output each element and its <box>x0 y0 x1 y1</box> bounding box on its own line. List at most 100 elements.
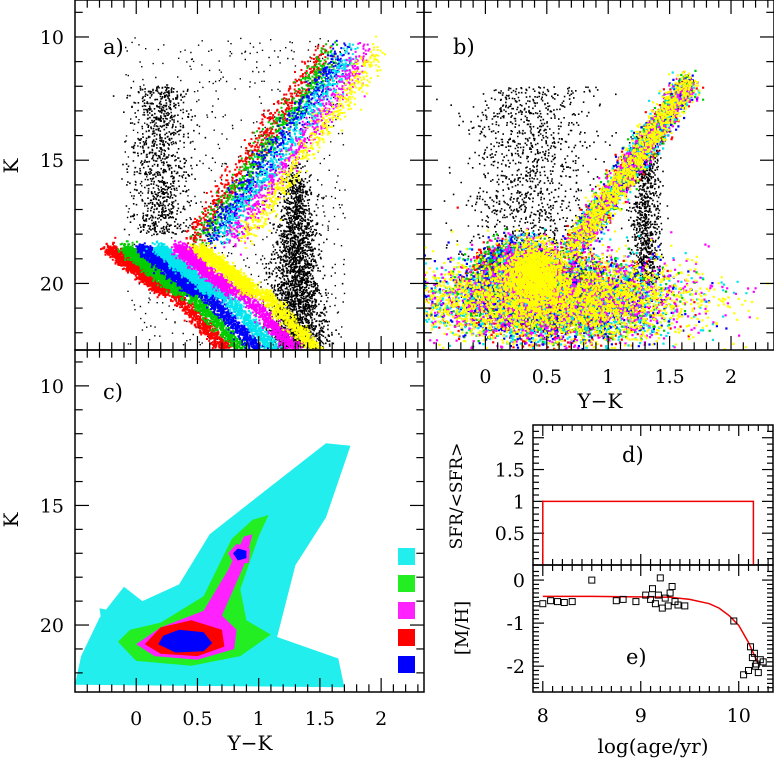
panel-e-ticks <box>533 565 773 692</box>
panel-e-xlabel: log(age/yr) <box>597 734 708 758</box>
x-tick-label: 0 <box>479 366 491 388</box>
panel-b: b) 0 0.5 1 1.5 2 Y−K <box>423 0 774 413</box>
panel-c-heatmap <box>75 443 351 688</box>
panel-c-frame <box>74 349 425 693</box>
density-clump-inner <box>233 548 247 561</box>
panel-e: e) [M/H] 0 -1 -2 8 9 10 log(age/yr) <box>452 564 774 758</box>
panel-c: c) K 10 15 20 0 0.5 1 1.5 2 Y−K <box>0 349 425 755</box>
panel-e-points <box>539 574 767 679</box>
metallicity-point <box>664 602 672 610</box>
sfr-line <box>542 500 755 565</box>
panel-e-ylabel: [M/H] <box>452 601 473 655</box>
metallicity-point <box>745 667 752 674</box>
x-tick-label: 2 <box>725 366 737 388</box>
metallicity-point <box>750 649 758 657</box>
y-tick-label: 2 <box>513 428 525 450</box>
metallicity-point <box>588 576 596 584</box>
x-tick-label: 0.5 <box>532 366 562 388</box>
legend-swatch <box>398 629 415 646</box>
panel-e-frame <box>532 564 774 693</box>
x-tick-label: 1.5 <box>305 708 335 730</box>
legend-swatch <box>398 602 415 619</box>
metallicity-point <box>619 595 627 603</box>
panel-a-ylabel: K <box>0 157 23 173</box>
cmd-points-0000ff <box>135 39 353 350</box>
y-tick-label: 1.5 <box>495 460 525 482</box>
panel-d-line <box>542 500 755 565</box>
x-tick-label: 1 <box>253 708 265 730</box>
metallicity-point <box>651 600 659 608</box>
panel-c-label: c) <box>103 380 123 404</box>
metallicity-point <box>632 598 640 606</box>
y-tick-label: -2 <box>506 656 525 678</box>
y-tick-label: 10 <box>40 376 64 398</box>
cmd-points-000 <box>249 160 344 350</box>
x-tick-label: 1 <box>602 366 614 388</box>
y-tick-label: 20 <box>40 273 64 295</box>
legend-swatch <box>398 575 415 592</box>
panel-b-label: b) <box>453 35 475 59</box>
x-tick-label: 8 <box>537 705 549 727</box>
panel-a: a) K 10 15 20 <box>0 0 425 351</box>
panel-d-label: d) <box>622 443 644 467</box>
metallicity-point <box>658 604 666 612</box>
panel-c-legend <box>398 548 415 673</box>
y-tick-label: 15 <box>40 495 64 517</box>
metallicity-point <box>754 669 762 677</box>
panel-d: d) SFR/<SFR> 0.5 1 1.5 2 <box>447 424 774 566</box>
metallicity-point <box>654 591 662 599</box>
panel-d-ticks <box>533 425 773 565</box>
y-tick-label: -1 <box>506 613 525 635</box>
y-tick-label: 20 <box>40 615 64 637</box>
panel-b-points <box>424 69 769 350</box>
metallicity-point <box>748 654 756 662</box>
cmd-points-ff00ff <box>424 71 757 350</box>
panel-b-xlabel: Y−K <box>577 389 624 413</box>
cmd-points-ffff00 <box>424 70 769 350</box>
panel-e-curve <box>542 595 759 665</box>
metallicity-point <box>612 597 620 605</box>
metallicity-point <box>681 602 689 610</box>
panel-a-ticks <box>75 0 424 350</box>
x-tick-label: 0 <box>130 708 142 730</box>
panel-c-xlabel: Y−K <box>227 731 274 755</box>
panel-e-label: e) <box>626 645 647 669</box>
metallicity-point <box>547 597 555 605</box>
metallicity-point <box>649 585 656 593</box>
x-tick-label: 0.5 <box>182 708 212 730</box>
metallicity-point <box>560 599 568 606</box>
metallicity-point <box>647 595 655 603</box>
cmd-points-00cc00 <box>117 41 338 350</box>
density-level-5 <box>158 629 213 653</box>
panel-a-label: a) <box>103 35 124 59</box>
metallicity-point <box>568 598 576 606</box>
panel-c-ticks <box>75 350 424 692</box>
x-tick-label: 2 <box>375 708 387 730</box>
y-tick-label: 0.5 <box>495 523 525 545</box>
metallicity-point <box>642 591 650 599</box>
legend-swatch <box>398 656 415 673</box>
metallicity-point <box>759 658 767 666</box>
y-tick-label: 0 <box>513 570 525 592</box>
metallicity-point <box>674 601 682 609</box>
y-tick-label: 15 <box>40 150 64 172</box>
metallicity-point <box>539 600 547 608</box>
metallicity-point <box>656 574 664 582</box>
panel-d-ylabel: SFR/<SFR> <box>447 443 467 550</box>
panel-a-points <box>100 35 386 350</box>
metallicity-point <box>730 617 738 625</box>
metallicity-point <box>740 671 748 679</box>
metallicity-point <box>554 598 561 606</box>
metallicity-point <box>752 660 760 668</box>
cmd-points-000 <box>112 86 214 236</box>
legend-swatch <box>398 548 415 565</box>
x-tick-label: 9 <box>635 705 647 727</box>
cmd-points-000 <box>436 86 629 285</box>
cmd-points-00e5ee <box>143 42 359 350</box>
metallicity-curve <box>542 595 759 665</box>
panel-b-ticks <box>424 0 774 350</box>
metallicity-point <box>747 643 754 651</box>
cmd-points-ffff00 <box>187 35 386 350</box>
panel-d-frame <box>532 424 774 566</box>
metallicity-point <box>668 583 676 590</box>
